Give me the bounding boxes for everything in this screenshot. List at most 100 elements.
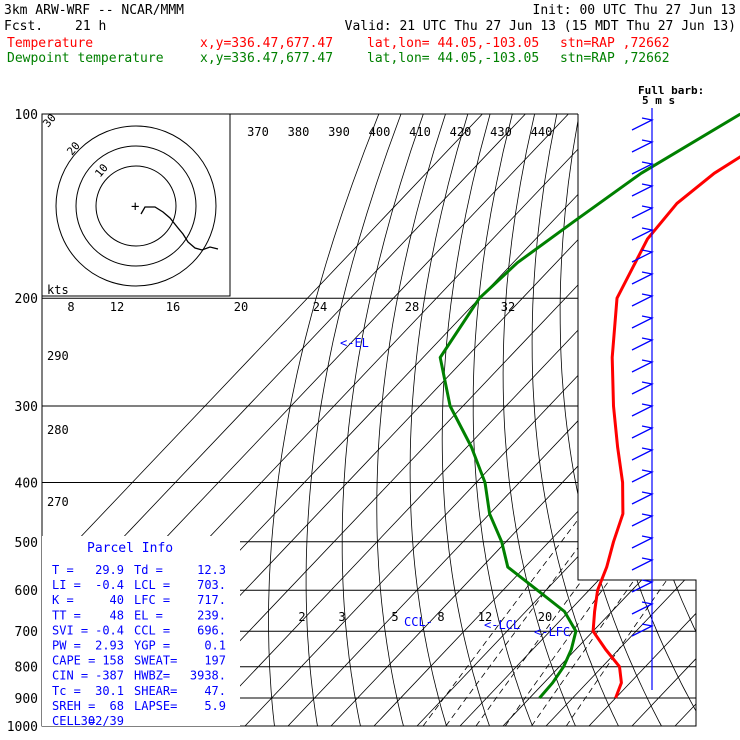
parcel-field-value: 717.: [197, 593, 226, 607]
pressure-tick-label: 700: [15, 625, 38, 640]
parcel-field-value: 12.3: [197, 563, 226, 577]
dry-adiabat: [305, 114, 402, 726]
pressure-tick-label: 500: [15, 536, 38, 551]
isotherm-line: [631, 114, 696, 726]
wind-legend-title: Full barb:: [638, 84, 704, 97]
dry-adiabat: [472, 114, 533, 726]
dry-adiabat: [268, 114, 380, 726]
wind-barb: [631, 183, 654, 197]
wind-barb: [631, 447, 654, 461]
theta-label: 420: [450, 125, 472, 139]
dry-adiabat: [409, 114, 469, 726]
theta-label: 390: [328, 125, 350, 139]
dewpoint-latlon: lat,lon= 44.05,-103.05: [367, 51, 540, 66]
dry-adiabat: [586, 114, 696, 726]
pressure-tick-label: 200: [15, 292, 38, 307]
theta-label: 380: [288, 125, 310, 139]
parcel-field-value: 47.: [204, 684, 226, 698]
wind-barb: [631, 381, 654, 395]
hodograph-ring: [75, 145, 197, 267]
parcel-field-label: TT =: [52, 608, 81, 622]
level-marker-label: CCL-: [404, 615, 433, 629]
parcel-field-value: 0.1: [204, 639, 226, 653]
wind-barb: [631, 469, 654, 483]
mixing-ratio-label: 12: [110, 300, 124, 314]
level-marker-label: <-LCL: [484, 618, 520, 632]
temperature-station: stn=RAP ,72662: [560, 36, 670, 51]
isotherm-line: [42, 114, 483, 726]
parcel-field-value: 29.9: [95, 563, 124, 577]
parcel-field-label: CCL =: [134, 623, 170, 637]
wind-barb: [631, 227, 654, 241]
parcel-field-value: 40: [110, 593, 124, 607]
temperature-latlon: lat,lon= 44.05,-103.05: [367, 36, 540, 51]
parcel-field-label: LAPSE=: [134, 699, 177, 713]
dry-adiabat: [638, 114, 696, 726]
isotherm-line: [42, 114, 526, 726]
wind-barb: [631, 623, 654, 637]
parcel-field-label: CAPE =: [52, 654, 95, 668]
parcel-field-value: 5.9: [204, 699, 226, 713]
dewpoint-xy: x,y=336.47,677.47: [200, 51, 334, 66]
parcel-field-value: 239.: [197, 608, 226, 622]
parcel-field-value: 48: [110, 608, 124, 622]
mixing-ratio-line: [475, 482, 655, 726]
parcel-field-label: SVI =: [52, 623, 88, 637]
wind-barb: [631, 513, 654, 527]
mixing-ratio-label: 3: [338, 610, 345, 624]
forecast-hour: 21 h: [75, 19, 107, 34]
parcel-field-label: HWBZ=: [134, 669, 170, 683]
isotherm-line: [201, 114, 696, 726]
parcel-field-label: SWEAT=: [134, 654, 177, 668]
parcel-field-label: SREH =: [52, 699, 95, 713]
wind-barb: [631, 161, 654, 175]
mixing-ratio-line: [504, 482, 681, 726]
level-marker-label: <-EL: [340, 336, 369, 350]
wind-barb: [631, 579, 654, 593]
wind-barb: [631, 601, 654, 615]
model-title: 3km ARW-WRF -- NCAR/MMM: [4, 3, 185, 18]
init-time: Init: 00 UTC Thu 27 Jun 13: [532, 3, 737, 18]
wind-barb: [631, 315, 654, 329]
parcel-field-value: 302/39: [81, 714, 124, 728]
mixing-ratio-label: 12: [478, 610, 492, 624]
dewpoint-station: stn=RAP ,72662: [560, 51, 670, 66]
hodograph-center: +: [131, 199, 139, 215]
wind-barb: [631, 205, 654, 219]
parcel-field-label: Td =: [134, 563, 163, 577]
pressure-tick-label: 100: [15, 108, 38, 123]
parcel-field-value: -0.4: [95, 578, 124, 592]
thetae-label: 280: [47, 423, 69, 437]
parcel-field-value: 68: [110, 699, 124, 713]
wind-barb: [631, 425, 654, 439]
wind-barb: [631, 249, 654, 263]
dry-adiabat: [531, 114, 619, 726]
parcel-field-value: 696.: [197, 623, 226, 637]
mixing-ratio-label: 2: [298, 610, 305, 624]
parcel-field-value: 703.: [197, 578, 226, 592]
parcel-field-value: -0.4: [95, 623, 124, 637]
wind-barb: [631, 117, 654, 131]
pressure-tick-label: 800: [15, 661, 38, 676]
wind-barb: [631, 403, 654, 417]
temperature-legend: Temperature: [7, 36, 94, 51]
parcel-field-value: -387: [95, 669, 124, 683]
dry-adiabat: [735, 114, 740, 726]
wind-barb: [631, 535, 654, 549]
theta-label: 400: [369, 125, 391, 139]
mixing-ratio-label: 8: [67, 300, 74, 314]
isotherm-line: [416, 114, 696, 726]
dewpoint-line: [438, 112, 740, 699]
parcel-field-label: SHEAR=: [134, 684, 177, 698]
theta-label: 410: [409, 125, 431, 139]
mixing-ratio-label: 16: [166, 300, 180, 314]
wind-barb: [631, 293, 654, 307]
isotherm-line: [244, 114, 696, 726]
parcel-field-label: Tc =: [52, 684, 81, 698]
parcel-field-label: YGP =: [134, 639, 170, 653]
parcel-field-label: LCL =: [134, 578, 170, 592]
pressure-tick-label: 1000: [7, 720, 38, 735]
wind-barb: [631, 359, 654, 373]
pressure-tick-label: 400: [15, 476, 38, 491]
mixing-ratio-label: 32: [501, 300, 515, 314]
